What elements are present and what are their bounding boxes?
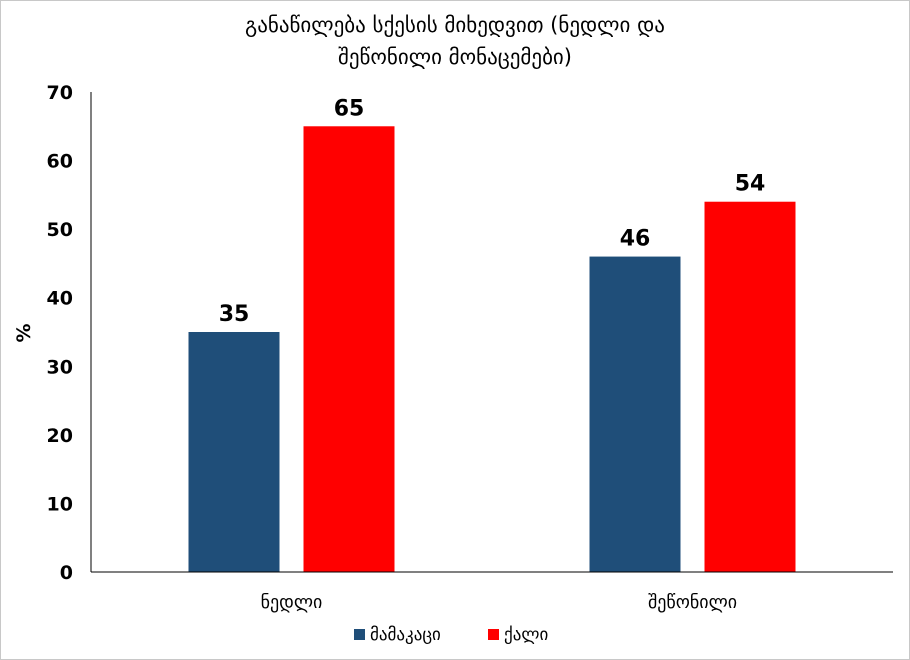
legend-swatch-male: [354, 629, 365, 640]
legend-label-female: ქალი: [504, 625, 548, 645]
bar-male: [188, 332, 280, 572]
bar-data-labels: 35 65 46 54: [219, 96, 766, 327]
bars: [188, 126, 796, 573]
x-category-label: შეწონილი: [648, 592, 737, 613]
y-tick-label: 70: [47, 82, 73, 104]
chart-title-line-1: განაწილება სქესის მიხედვით (ნედლი და: [245, 13, 665, 37]
x-axis-categories: ნედლი შეწონილი: [261, 592, 737, 613]
y-tick-label: 20: [47, 425, 73, 447]
bar-value-label: 65: [334, 96, 365, 121]
legend-swatch-female: [488, 629, 499, 640]
y-tick-label: 10: [47, 493, 73, 515]
y-tick-label: 40: [47, 288, 73, 310]
x-category-label: ნედლი: [261, 592, 323, 613]
bar-female: [704, 201, 796, 572]
bar-value-label: 54: [735, 172, 766, 197]
y-axis-ticks: 0 10 20 30 40 50 60 70: [47, 82, 73, 584]
bar-value-label: 35: [219, 302, 250, 327]
legend-label-male: მამაკაცი: [370, 625, 441, 645]
y-tick-label: 30: [47, 356, 73, 378]
y-tick-label: 50: [47, 219, 73, 241]
bar-male: [589, 256, 681, 572]
legend: მამაკაცი ქალი: [354, 625, 548, 645]
bar-female: [303, 126, 395, 573]
bar-value-label: 46: [620, 227, 651, 252]
y-tick-label: 0: [60, 562, 73, 584]
chart-title-line-2: შეწონილი მონაცემები): [338, 45, 572, 69]
y-axis-label: %: [13, 323, 35, 342]
y-tick-label: 60: [47, 151, 73, 173]
